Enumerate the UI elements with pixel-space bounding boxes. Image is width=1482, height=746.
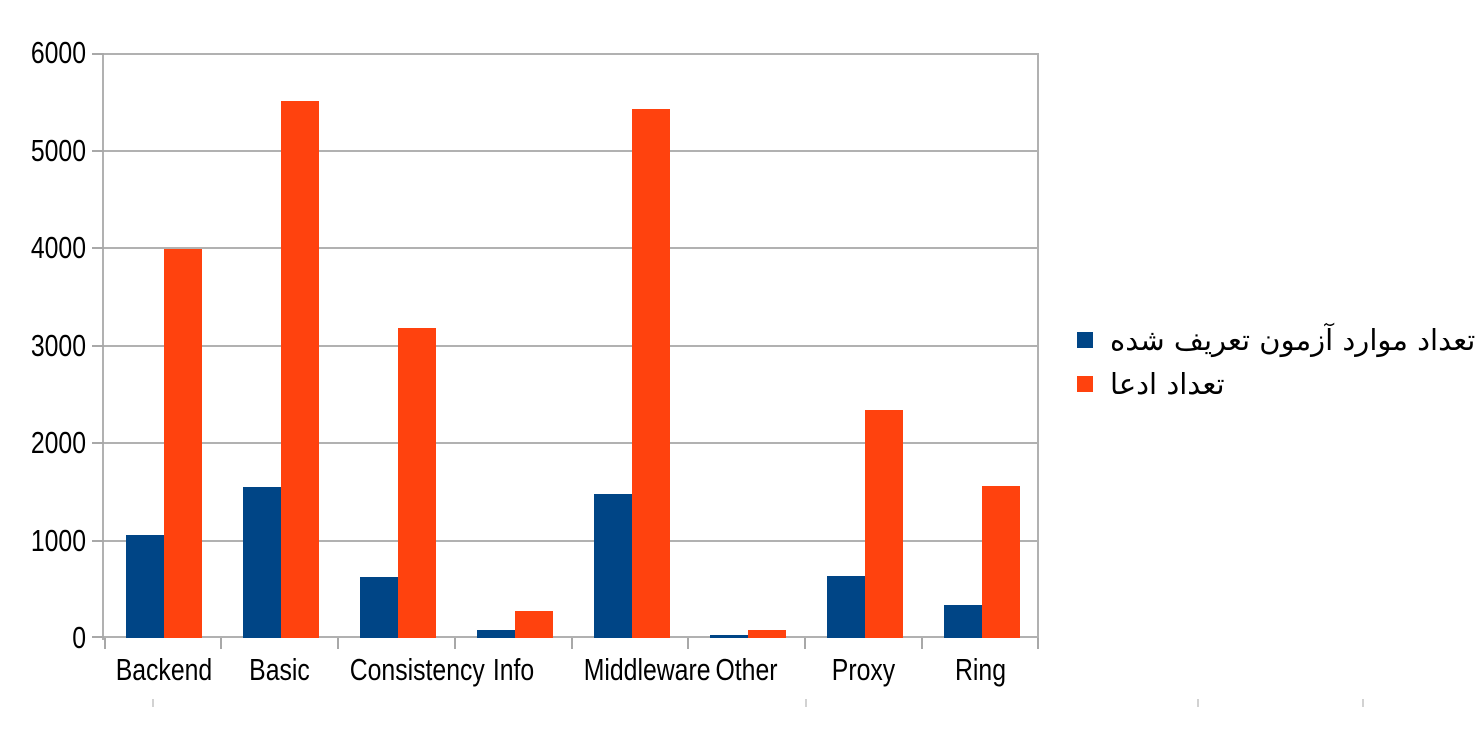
- bar-Consistency-series2: [398, 328, 436, 638]
- legend-marker-icon: [1077, 332, 1093, 348]
- legend-item-2: تعداد ادعا: [1077, 366, 1475, 402]
- faint-bottom-tick: [152, 699, 154, 707]
- y-tick-4000: [92, 247, 104, 249]
- x-tick: [220, 638, 222, 649]
- gridline-2000: [104, 442, 1039, 444]
- y-axis-label: 4000: [30, 230, 86, 265]
- x-axis-labels: Backend Basic Consistency Info Middleware Oth…: [104, 652, 1039, 688]
- x-tick: [337, 638, 339, 649]
- x-tick: [454, 638, 456, 649]
- y-tick-2000: [92, 442, 104, 444]
- bar-Info-series2: [515, 611, 553, 638]
- bar-Other-series2: [748, 630, 786, 638]
- y-tick-5000: [92, 150, 104, 152]
- legend-label: تعداد موارد آزمون تعریف شده: [1110, 323, 1476, 357]
- x-axis-label-proxy: Proxy: [831, 652, 896, 687]
- faint-bottom-tick: [1362, 699, 1364, 707]
- plot-area: [92, 53, 1039, 649]
- faint-bottom-tick: [805, 699, 807, 707]
- faint-bottom-tick: [1197, 699, 1199, 707]
- bar-Middleware-series1: [594, 494, 632, 638]
- x-axis-label-info: Info: [492, 652, 535, 687]
- x-axis-label-consistency: Consistency: [349, 652, 485, 687]
- legend-marker-icon: [1077, 376, 1093, 392]
- x-axis-label-other: Other: [715, 652, 778, 687]
- bar-Backend-series2: [164, 249, 202, 638]
- x-tick: [104, 638, 106, 649]
- x-tick: [804, 638, 806, 649]
- gridline-4000: [104, 247, 1039, 249]
- bar-Consistency-series1: [360, 577, 398, 638]
- x-axis-label-ring: Ring: [954, 652, 1006, 687]
- bar-Basic-series1: [243, 487, 281, 638]
- y-tick-6000: [92, 53, 104, 55]
- x-tick: [1037, 638, 1039, 649]
- x-axis-label-basic: Basic: [249, 652, 310, 687]
- bar-Backend-series1: [126, 535, 164, 638]
- y-tick-1000: [92, 540, 104, 542]
- y-tick-3000: [92, 345, 104, 347]
- x-tick: [687, 638, 689, 649]
- bar-Ring-series2: [982, 486, 1020, 638]
- bar-Proxy-series1: [827, 576, 865, 638]
- x-tick: [921, 638, 923, 649]
- gridline-3000: [104, 345, 1039, 347]
- bar-Basic-series2: [281, 101, 319, 638]
- x-axis-label-middleware: Middleware: [583, 652, 711, 687]
- bar-Proxy-series2: [865, 410, 903, 638]
- y-axis-label: 2000: [30, 425, 86, 460]
- y-axis-label: 3000: [30, 328, 86, 363]
- bar-Other-series1: [710, 635, 748, 638]
- gridline-0: [104, 636, 1039, 638]
- bar-Middleware-series2: [632, 109, 670, 638]
- bar-Ring-series1: [944, 605, 982, 638]
- gridline-5000: [104, 150, 1039, 152]
- gridline-1000: [104, 540, 1039, 542]
- legend-item-1: تعداد موارد آزمون تعریف شده: [1077, 322, 1475, 358]
- legend: تعداد موارد آزمون تعریف شده تعداد ادعا: [1077, 322, 1475, 402]
- y-axis-label: 6000: [30, 35, 86, 70]
- y-axis-label: 1000: [30, 523, 86, 558]
- y-tick-0: [92, 636, 104, 638]
- bar-Info-series1: [477, 630, 515, 638]
- x-tick: [571, 638, 573, 649]
- y-axis-label: 5000: [30, 133, 86, 168]
- legend-label: تعداد ادعا: [1110, 367, 1225, 401]
- gridline-6000: [104, 53, 1039, 55]
- y-axis-label: 0: [72, 620, 86, 655]
- x-axis-label-backend: Backend: [115, 652, 213, 687]
